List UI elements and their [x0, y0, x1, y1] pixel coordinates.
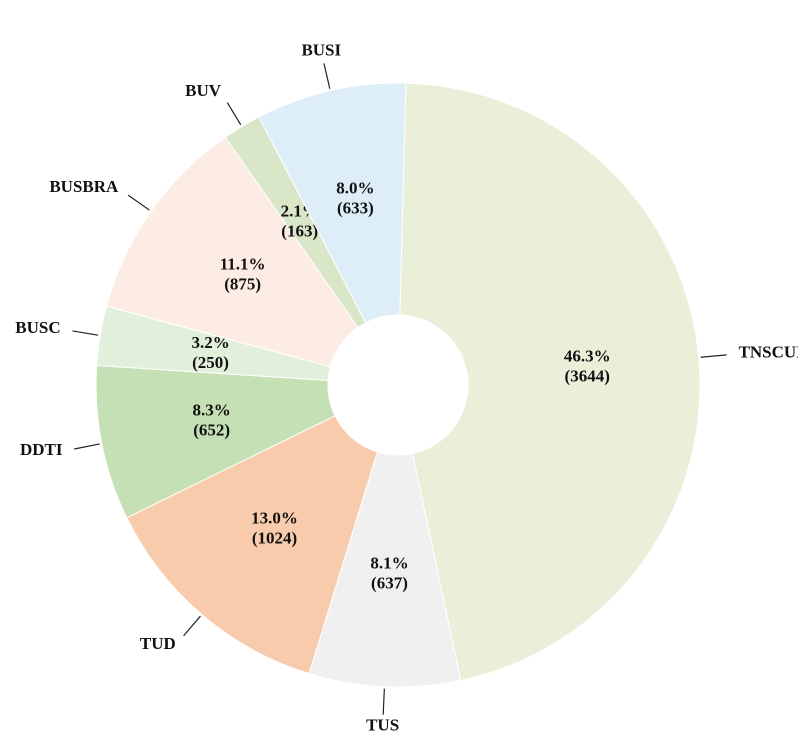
- percent-label: 8.1%: [370, 554, 408, 573]
- value-label: (652): [193, 421, 230, 440]
- value-label: (250): [192, 353, 229, 372]
- percent-label: 46.3%: [564, 347, 611, 366]
- leader-line: [127, 194, 150, 211]
- category-label: TNSCUI: [739, 343, 798, 362]
- category-label: TUD: [140, 634, 176, 653]
- value-label: (3644): [565, 367, 610, 386]
- donut-slice: [105, 136, 359, 368]
- leader-line: [323, 63, 331, 89]
- leader-line: [183, 615, 201, 637]
- category-label: BUSBRA: [49, 177, 119, 196]
- percent-label: 8.3%: [192, 401, 230, 420]
- value-label: (633): [337, 199, 374, 218]
- percent-label: 8.0%: [336, 179, 374, 198]
- category-label: BUSI: [301, 41, 341, 60]
- value-label: (1024): [252, 528, 297, 547]
- leader-line: [226, 102, 242, 126]
- value-label: (637): [371, 574, 408, 593]
- leader-line: [72, 330, 99, 336]
- donut-slice: [126, 415, 379, 675]
- donut-slice: [399, 82, 701, 682]
- leader-line: [700, 354, 727, 358]
- donut-slice: [95, 364, 336, 519]
- category-label: TUS: [366, 716, 399, 735]
- category-label: BUV: [185, 81, 222, 100]
- value-label: (875): [224, 275, 261, 294]
- category-label: DDTI: [20, 440, 63, 459]
- percent-label: 3.2%: [191, 333, 229, 352]
- percent-label: 13.0%: [251, 508, 298, 527]
- percent-label: 11.1%: [220, 255, 266, 274]
- leader-line: [382, 688, 385, 715]
- donut-slice: [308, 451, 462, 688]
- category-label: BUSC: [15, 318, 60, 337]
- donut-slice: [258, 82, 407, 324]
- leader-line: [74, 443, 100, 450]
- value-label: (163): [281, 221, 318, 240]
